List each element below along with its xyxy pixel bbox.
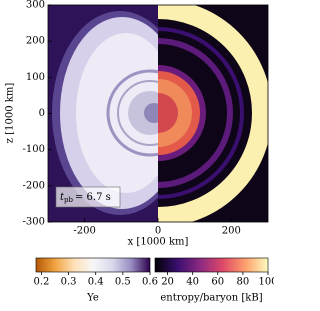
y-tick-label: 200: [26, 36, 45, 47]
colorbar-tick-label: 0.5: [115, 277, 131, 288]
colorbar-tick-label: 60: [211, 277, 224, 288]
colorbar-tick-label: 0.6: [142, 277, 158, 288]
colorbar-tick-label: 0.4: [88, 277, 104, 288]
colorbar-label: entropy/baryon [kB]: [160, 293, 262, 304]
y-tick-label: 300: [26, 0, 45, 11]
x-axis-label: x [1000 km]: [128, 237, 189, 248]
x-tick-label: 200: [222, 226, 241, 237]
colorbar-tick-label: 20: [161, 277, 174, 288]
y-axis-label: z [1000 km]: [5, 83, 16, 144]
y-tick-label: 0: [39, 108, 45, 119]
colorbar-label: Ye: [86, 293, 99, 304]
entropy-image: [158, 5, 268, 222]
colorbar-tick-label: 100: [258, 277, 274, 288]
figure: tpb = 6.7 s x [1000 km] z [1000 km] -200 0…: [5, 0, 278, 304]
ye-image: [48, 5, 158, 222]
y-tick-label: -200: [23, 180, 45, 191]
annotation-box: tpb = 6.7 s: [55, 186, 121, 208]
colorbar-tick-label: 40: [186, 277, 199, 288]
colorbar-tick-label: 0.3: [61, 277, 77, 288]
y-tick-label: 100: [26, 72, 45, 83]
annotation: tpb = 6.7 s: [60, 192, 111, 205]
colorbar-tick-label: 80: [237, 277, 250, 288]
colorbar: [154, 257, 269, 273]
y-tick-label: -300: [23, 217, 45, 228]
y-tick-label: -100: [23, 144, 45, 155]
colorbar-tick-label: 0.2: [33, 277, 49, 288]
colorbar: [35, 257, 151, 273]
x-tick-label: 0: [155, 226, 161, 237]
x-tick-label: -200: [73, 226, 95, 237]
